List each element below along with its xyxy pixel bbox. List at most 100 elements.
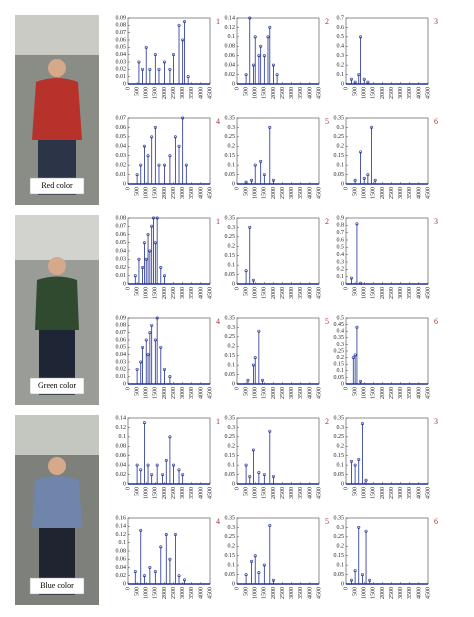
stem-marker <box>251 363 255 367</box>
x-tick-label: 4500 <box>316 287 322 299</box>
y-tick-label: 0.05 <box>225 172 236 178</box>
x-tick-label: 2000 <box>271 87 277 99</box>
y-tick-label: 0.2 <box>337 444 345 450</box>
y-tick-label: 0.14 <box>116 415 127 421</box>
y-tick-label: 0.5 <box>337 315 345 321</box>
y-tick-label: 0.05 <box>116 45 127 51</box>
x-tick-label: 2000 <box>380 387 386 399</box>
x-tick-label: 500 <box>134 387 140 396</box>
x-tick-label: 2500 <box>171 87 177 99</box>
y-tick-label: 0.35 <box>334 415 345 421</box>
y-tick-label: 0.05 <box>334 375 345 381</box>
stem-marker <box>177 468 181 472</box>
x-tick-label: 2500 <box>389 287 395 299</box>
stem-marker <box>251 278 255 282</box>
stem-marker <box>259 44 263 48</box>
y-tick-label: 0.03 <box>116 153 127 159</box>
x-tick-label: 0 <box>234 287 240 290</box>
y-tick-label: 0.15 <box>334 553 345 559</box>
stem-marker <box>159 345 163 349</box>
x-tick-label: 4500 <box>316 587 322 599</box>
y-tick-label: 0.2 <box>228 544 236 550</box>
x-tick-label: 2000 <box>380 487 386 499</box>
x-tick-label: 4500 <box>316 87 322 99</box>
y-tick-label: 0.05 <box>116 134 127 140</box>
stem-marker <box>368 578 372 582</box>
x-tick-label: 1000 <box>362 487 368 499</box>
panel-number: 4 <box>216 517 220 526</box>
y-tick-label: 0.02 <box>116 265 127 271</box>
y-tick-label: 0.16 <box>116 515 127 521</box>
stem-marker <box>257 571 261 575</box>
y-tick-label: 0.14 <box>116 524 127 530</box>
stem-marker <box>173 135 177 139</box>
stem-marker <box>139 528 143 532</box>
x-tick-label: 4500 <box>207 87 213 99</box>
stem-marker <box>246 378 250 382</box>
x-tick-label: 2500 <box>280 387 286 399</box>
stem-marker <box>177 23 181 27</box>
y-tick-label: 0.2 <box>228 444 236 450</box>
stem-marker <box>248 474 252 478</box>
y-tick-label: 0.1 <box>119 434 127 440</box>
y-tick-label: 0.04 <box>116 52 127 58</box>
y-tick-label: 0.02 <box>225 72 236 78</box>
stem-marker <box>262 54 266 58</box>
stem-marker <box>162 274 166 278</box>
stem-marker <box>139 360 143 364</box>
stem-marker <box>353 569 357 573</box>
stem-marker <box>359 150 363 154</box>
stem-marker <box>155 216 159 220</box>
x-tick-label: 1000 <box>362 587 368 599</box>
y-tick-label: 0.09 <box>116 15 127 21</box>
x-tick-label: 500 <box>134 87 140 96</box>
stem-marker <box>153 125 157 129</box>
x-tick-label: 2500 <box>280 87 286 99</box>
stem-marker <box>244 463 248 467</box>
y-tick-label: 0.07 <box>116 224 127 230</box>
stem-marker <box>355 325 359 329</box>
x-tick-label: 500 <box>243 487 249 496</box>
x-tick-label: 4000 <box>416 187 422 199</box>
stem-marker <box>141 265 145 269</box>
y-tick-label: 0.05 <box>116 345 127 351</box>
y-tick-label: 0.06 <box>225 53 236 59</box>
x-tick-label: 500 <box>243 587 249 596</box>
y-tick-label: 0.12 <box>116 532 127 538</box>
x-tick-label: 500 <box>352 487 358 496</box>
y-tick-label: 0.01 <box>116 172 127 178</box>
y-tick-label: 0.3 <box>228 125 236 131</box>
y-tick-label: 0.3 <box>337 342 345 348</box>
y-tick-label: 0.1 <box>228 34 236 40</box>
stem-marker <box>142 144 146 148</box>
x-tick-label: 1000 <box>144 87 150 99</box>
x-tick-label: 3500 <box>407 487 413 499</box>
y-tick-label: 0.3 <box>337 425 345 431</box>
stem-marker <box>262 563 266 567</box>
stem-marker <box>139 468 143 472</box>
stem-marker <box>142 574 146 578</box>
x-tick-label: 0 <box>234 87 240 90</box>
stem-marker <box>157 67 161 71</box>
x-tick-label: 1000 <box>253 387 259 399</box>
x-tick-label: 2000 <box>380 187 386 199</box>
stem-marker <box>366 80 370 84</box>
y-tick-label: 0.2 <box>337 144 345 150</box>
x-tick-label: 2000 <box>380 87 386 99</box>
stem-marker <box>364 478 368 482</box>
y-tick-label: 0.1 <box>228 563 236 569</box>
x-tick-label: 500 <box>352 287 358 296</box>
y-tick-label: 0.25 <box>225 134 236 140</box>
stem-marker <box>355 222 359 226</box>
y-tick-label: 0 <box>232 81 235 87</box>
x-tick-label: 2500 <box>389 487 395 499</box>
x-tick-label: 4000 <box>307 587 313 599</box>
x-tick-label: 3500 <box>189 87 195 99</box>
y-tick-label: 0.1 <box>337 163 345 169</box>
x-tick-label: 2500 <box>280 587 286 599</box>
y-tick-label: 0.1 <box>337 274 345 280</box>
stem-marker <box>271 63 275 67</box>
x-tick-label: 1000 <box>144 387 150 399</box>
y-tick-label: 0 <box>232 581 235 587</box>
